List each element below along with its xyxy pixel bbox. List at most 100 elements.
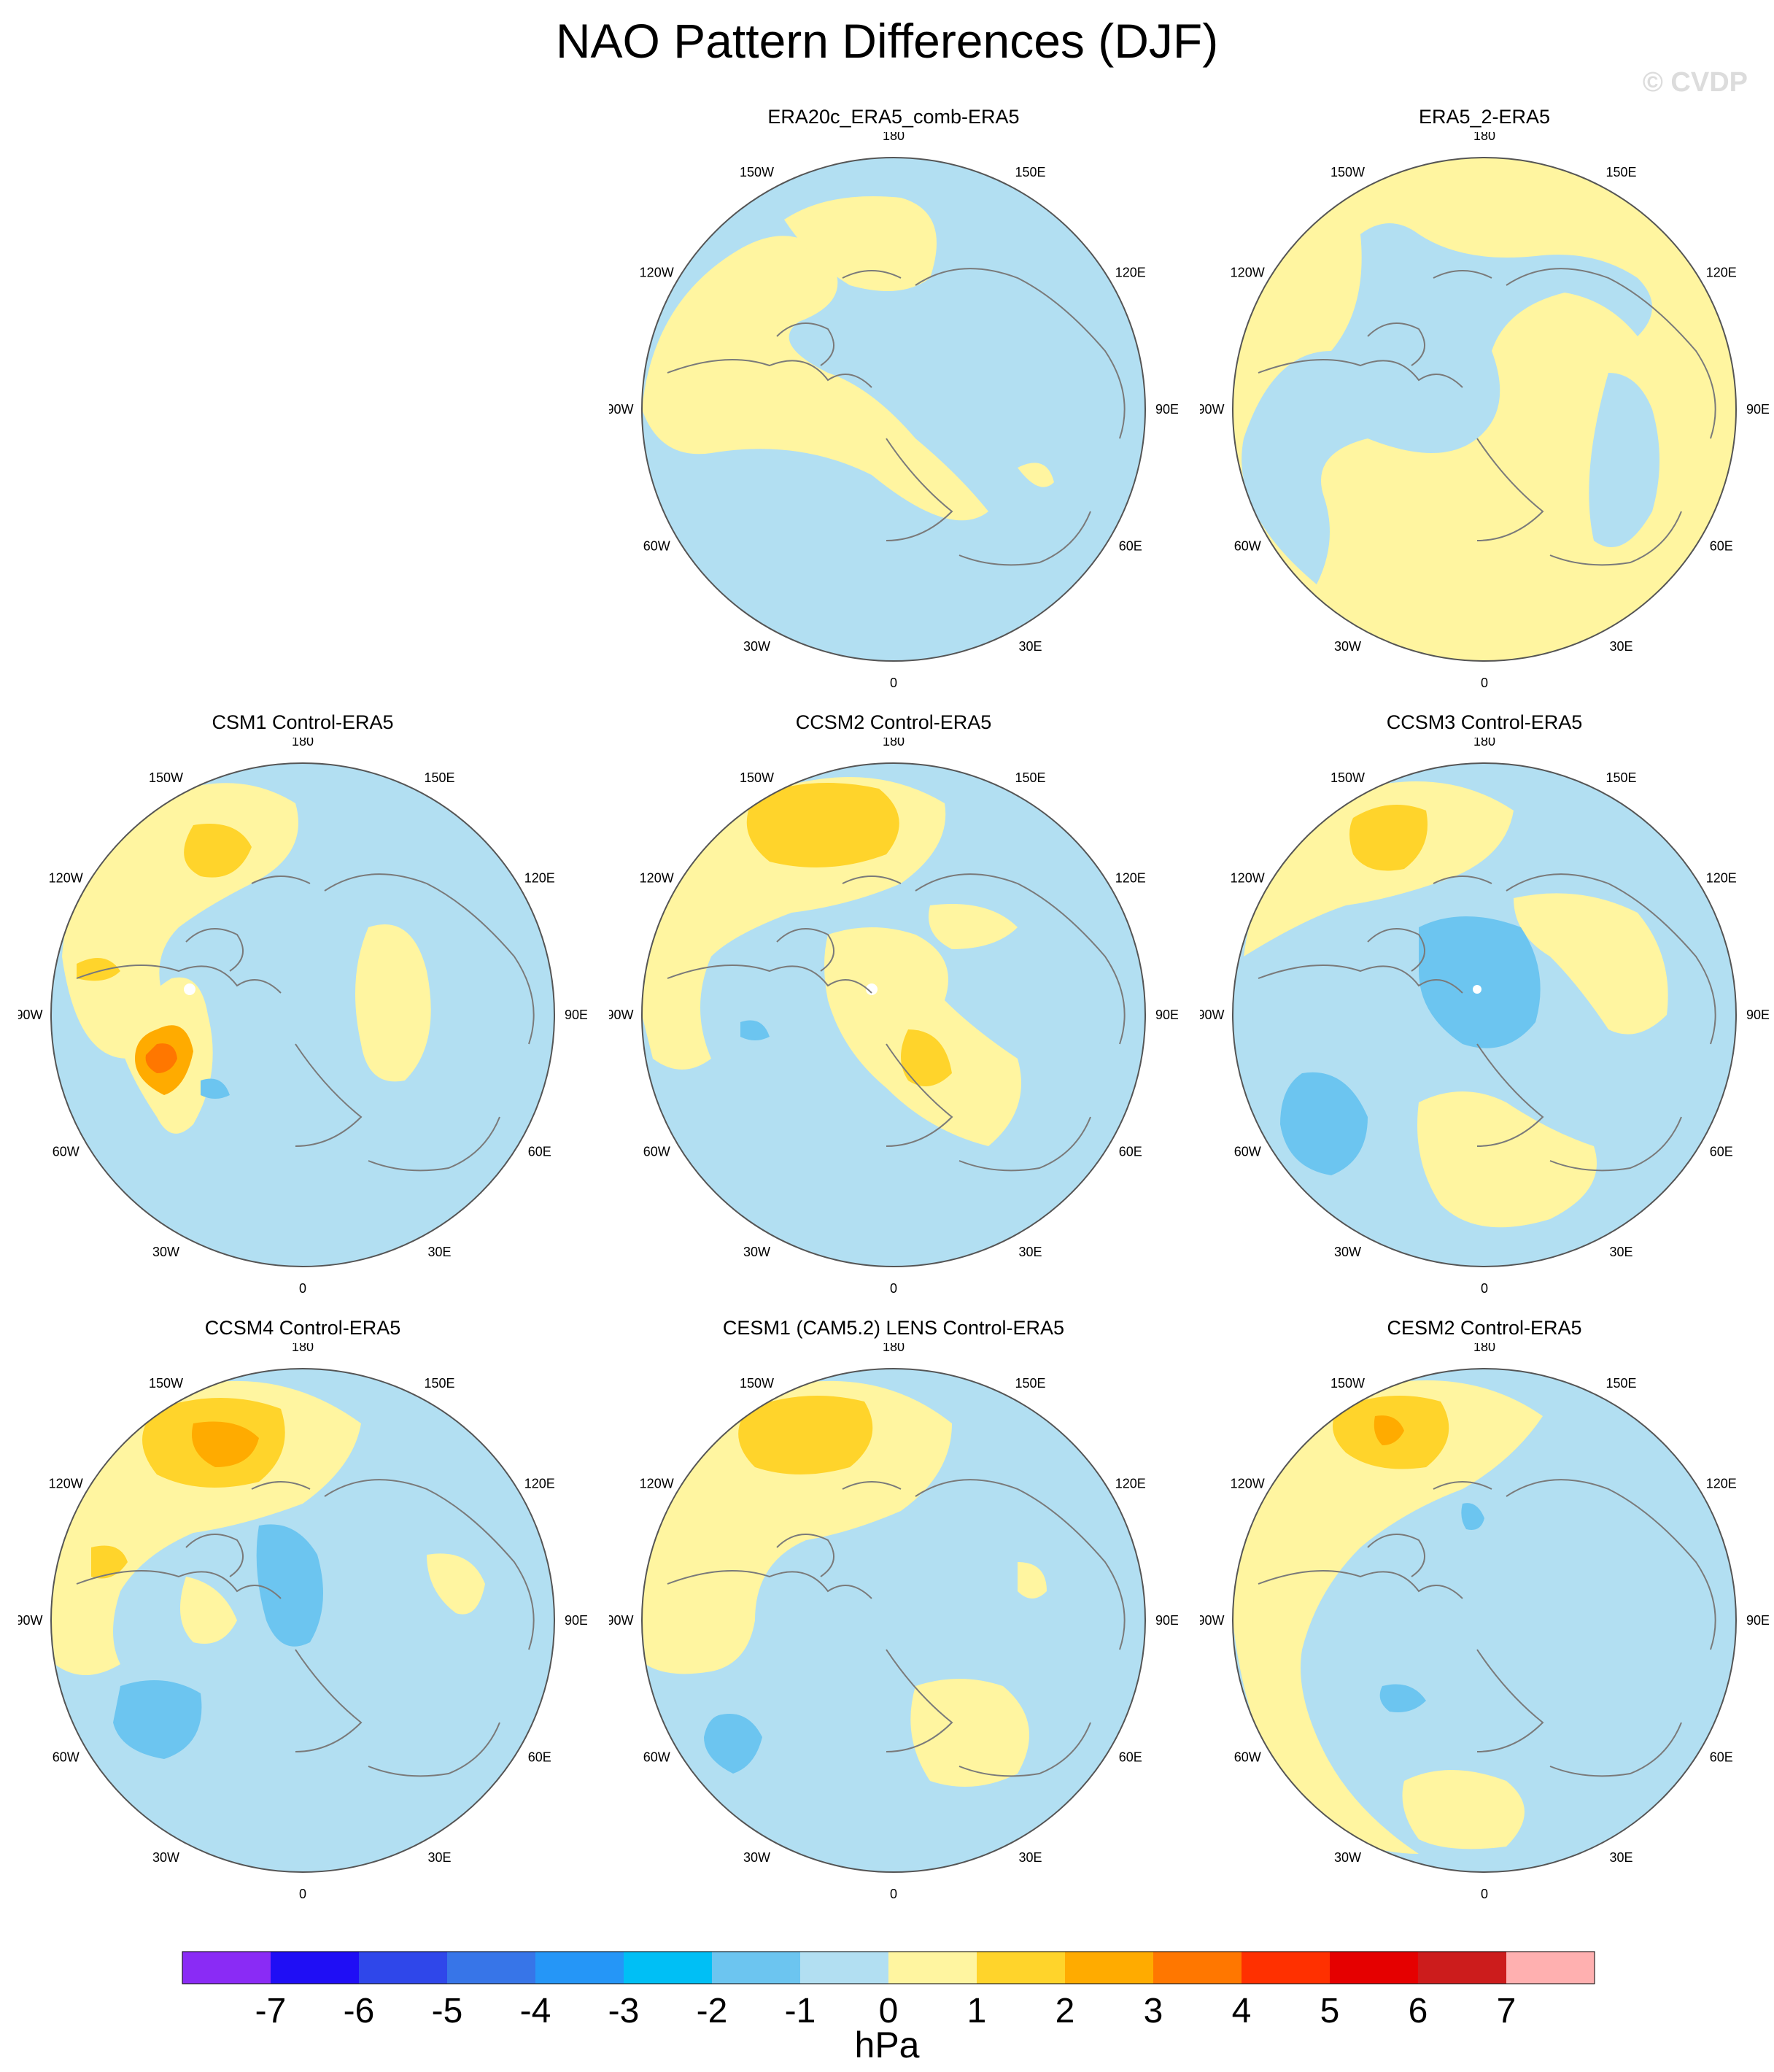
colorbar-label: 5 — [1320, 1992, 1340, 2030]
longitude-label: 60E — [1119, 1145, 1142, 1159]
longitude-labels: 180 150E 120E 90E 60E 30E 0 30W 60W 90W 120W 150W — [18, 738, 587, 1296]
panel-title: CESM2 Control-ERA5 — [1387, 1317, 1582, 1339]
longitude-label: 90E — [1746, 402, 1769, 417]
polar-map: 180 150E 120E 90E 60E 30E 0 30W 60W 90W 120W 150W — [609, 1343, 1178, 1901]
polar-map: 180 150E 120E 90E 60E 30E 0 30W 60W 90W 120W 150W — [609, 132, 1178, 690]
colorbar-box — [447, 1952, 535, 1984]
map-border — [50, 1368, 555, 1873]
colorbar-box — [1153, 1952, 1242, 1984]
watermark-text: © CVDP — [1642, 67, 1748, 98]
colorbar-box — [977, 1952, 1065, 1984]
longitude-label: 0 — [1481, 1887, 1488, 1901]
negative-2-region — [704, 1714, 762, 1774]
longitude-label: 150W — [1330, 165, 1365, 179]
longitude-label: 60W — [1234, 1145, 1261, 1159]
longitude-label: 150E — [1015, 1376, 1045, 1391]
figure-title: NAO Pattern Differences (DJF) — [555, 14, 1219, 68]
longitude-label: 150W — [149, 1376, 183, 1391]
positive-region — [910, 1679, 1029, 1787]
positive-region — [642, 236, 988, 521]
longitude-label: 150W — [149, 770, 183, 785]
negative-2-region — [1280, 1072, 1368, 1175]
longitude-label: 60W — [53, 1145, 80, 1159]
longitude-labels: 180 150E 120E 90E 60E 30E 0 30W 60W 90W 120W 150W — [1200, 1343, 1769, 1901]
panel-title: ERA20c_ERA5_comb-ERA5 — [767, 106, 1020, 128]
positive-region — [51, 1380, 361, 1675]
longitude-label: 120E — [524, 1477, 555, 1491]
longitude-label: 0 — [299, 1281, 306, 1296]
colorbar-label: -6 — [344, 1992, 375, 2030]
polar-map: 180 150E 120E 90E 60E 30E 0 30W 60W 90W 120W 150W — [18, 738, 587, 1296]
colorbar-box — [888, 1952, 977, 1984]
longitude-label: 60E — [1119, 539, 1142, 554]
longitude-label: 60W — [643, 1145, 670, 1159]
colorbar-boxes — [182, 1951, 1595, 1984]
colorbar-labels: -7 -6 -5 -4 -3 -2 -1 0 1 2 3 4 5 6 7 — [255, 1992, 1517, 2030]
positive-2-region — [184, 824, 252, 878]
colorbar: -7 -6 -5 -4 -3 -2 -1 0 1 2 3 4 5 6 7 hPa — [182, 1951, 1595, 2065]
negative-region — [1242, 223, 1652, 584]
longitude-label: 90E — [565, 1008, 587, 1022]
longitude-label: 120W — [640, 1477, 674, 1491]
colorbar-outline — [182, 1951, 1595, 1984]
colorbar-box — [535, 1952, 624, 1984]
longitude-label: 150W — [1330, 770, 1365, 785]
longitude-label: 180 — [1473, 738, 1495, 749]
coastlines — [1258, 873, 1716, 1172]
longitude-label: 30E — [1018, 1245, 1042, 1259]
longitude-label: 0 — [890, 1887, 897, 1901]
positive-region — [355, 924, 431, 1082]
longitude-label: 30W — [152, 1245, 179, 1259]
colorbar-box — [1242, 1952, 1330, 1984]
colorbar-box — [182, 1952, 271, 1984]
longitude-label: 120E — [1115, 1477, 1146, 1491]
longitude-label: 0 — [890, 1281, 897, 1296]
longitude-label: 180 — [1473, 1343, 1495, 1354]
longitude-label: 30E — [1609, 1245, 1632, 1259]
negative-2-region — [1419, 916, 1541, 1048]
map-border — [641, 157, 1146, 662]
negative-2-region — [113, 1680, 202, 1759]
longitude-label: 120E — [1115, 266, 1146, 280]
panel-era20c: ERA20c_ERA5_comb-ERA5 180 150E 120E 90E 60E 3… — [609, 106, 1178, 704]
longitude-label: 60E — [1710, 1145, 1733, 1159]
panel-ccsm4: CCSM4 Control-ERA5 180 150E 120E 90E 60E 30E 0… — [18, 1317, 587, 1915]
longitude-label: 120W — [640, 266, 674, 280]
longitude-label: 150W — [1330, 1376, 1365, 1391]
longitude-label: 90W — [1200, 1008, 1225, 1022]
panel-title: ERA5_2-ERA5 — [1418, 106, 1551, 128]
colorbar-label: -1 — [785, 1992, 816, 2030]
colorbar-box — [271, 1952, 359, 1984]
panel-cesm2: CESM2 Control-ERA5 180 150E 120E 90E 60E 30E 0… — [1200, 1317, 1769, 1915]
longitude-label: 0 — [299, 1887, 306, 1901]
longitude-label: 30E — [1018, 639, 1042, 654]
longitude-label: 30W — [1334, 639, 1361, 654]
longitude-label: 90E — [1746, 1613, 1769, 1628]
longitude-label: 90W — [1200, 402, 1225, 417]
polar-map: 180 150E 120E 90E 60E 30E 0 30W 60W 90W 120W 150W — [1200, 1343, 1769, 1901]
longitude-label: 30E — [427, 1850, 451, 1865]
positive-region — [1402, 1770, 1525, 1849]
panel-title: CCSM4 Control-ERA5 — [204, 1317, 401, 1339]
positive-3-region — [192, 1421, 259, 1467]
longitude-label: 60W — [643, 1750, 670, 1765]
longitude-label: 90E — [1746, 1008, 1769, 1022]
longitude-label: 150E — [424, 770, 454, 785]
coastlines — [76, 1479, 535, 1777]
longitude-label: 90E — [1155, 1613, 1178, 1628]
positive-region — [1018, 463, 1054, 487]
positive-region — [642, 1380, 952, 1674]
longitude-label: 180 — [1473, 132, 1495, 143]
longitude-label: 180 — [292, 738, 314, 749]
longitude-label: 150E — [1015, 165, 1045, 179]
longitude-label: 150E — [1605, 1376, 1636, 1391]
longitude-label: 0 — [890, 676, 897, 690]
map-border — [1232, 157, 1737, 662]
positive-2-region — [901, 1029, 952, 1086]
coastlines — [667, 1479, 1126, 1777]
longitude-label: 120W — [1231, 871, 1265, 886]
polar-map: 180 150E 120E 90E 60E 30E 0 30W 60W 90W 120W 150W — [609, 738, 1178, 1296]
longitude-label: 90E — [1155, 1008, 1178, 1022]
negative-2-region — [256, 1524, 323, 1647]
colorbar-label: -2 — [697, 1992, 728, 2030]
